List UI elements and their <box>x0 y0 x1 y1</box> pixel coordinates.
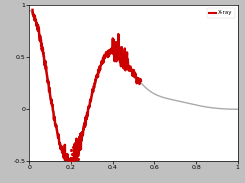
Point <box>72 147 76 150</box>
Point <box>74 162 78 165</box>
Point <box>119 46 123 49</box>
Point <box>115 52 119 55</box>
Point <box>66 157 70 160</box>
Point <box>74 152 78 155</box>
Point <box>120 58 124 61</box>
Point <box>69 165 73 168</box>
Point <box>70 157 74 160</box>
Point <box>67 160 71 163</box>
Point <box>116 47 120 50</box>
Point <box>74 142 77 145</box>
Point <box>119 55 123 58</box>
Point <box>116 49 120 52</box>
Point <box>76 146 80 149</box>
Point <box>66 167 70 169</box>
Point <box>70 152 74 155</box>
Point <box>76 157 80 160</box>
Point <box>115 43 119 46</box>
Point <box>121 57 125 60</box>
Point <box>68 167 72 170</box>
Point <box>69 163 73 166</box>
Point <box>116 54 120 57</box>
Point <box>116 55 120 58</box>
Point <box>71 160 75 163</box>
Point <box>67 164 71 167</box>
Point <box>74 154 78 157</box>
Point <box>123 51 127 54</box>
Point <box>120 54 124 57</box>
Point <box>114 56 118 59</box>
Point <box>71 145 75 148</box>
Point <box>69 164 73 167</box>
Point <box>69 148 73 151</box>
Legend: X-ray: X-ray <box>207 8 235 18</box>
Point <box>75 145 79 148</box>
Point <box>120 55 124 58</box>
Point <box>70 159 74 162</box>
Point <box>71 158 75 161</box>
Point <box>116 51 120 54</box>
Point <box>122 52 125 55</box>
Point <box>73 157 76 160</box>
Point <box>66 158 70 161</box>
Point <box>119 58 123 61</box>
Point <box>74 146 78 149</box>
Point <box>68 163 72 166</box>
Point <box>115 57 119 60</box>
Point <box>69 163 73 166</box>
Point <box>115 56 119 59</box>
Point <box>114 46 118 49</box>
Point <box>76 144 80 147</box>
Point <box>116 54 120 57</box>
Point <box>115 51 119 54</box>
Point <box>66 162 70 165</box>
Point <box>123 58 127 61</box>
Point <box>122 52 126 55</box>
Point <box>115 55 119 58</box>
Point <box>122 58 126 61</box>
Point <box>66 164 70 167</box>
Point <box>117 54 121 57</box>
Point <box>75 149 79 152</box>
Point <box>116 55 120 58</box>
Point <box>123 64 127 67</box>
Point <box>76 150 80 152</box>
Point <box>116 51 120 54</box>
Point <box>117 54 121 57</box>
Point <box>114 57 118 60</box>
Point <box>122 57 126 60</box>
Point <box>116 47 120 50</box>
Point <box>73 164 77 167</box>
Point <box>73 152 77 155</box>
Point <box>116 53 120 56</box>
Point <box>120 60 123 63</box>
Point <box>75 147 79 150</box>
Point <box>120 55 124 58</box>
Point <box>122 57 126 60</box>
Point <box>118 58 122 61</box>
Point <box>122 54 125 57</box>
Point <box>116 49 120 52</box>
Point <box>121 62 125 65</box>
Point <box>74 155 78 158</box>
Point <box>73 147 77 150</box>
Point <box>74 157 77 160</box>
Point <box>115 49 119 52</box>
Point <box>67 159 71 162</box>
Point <box>115 54 119 57</box>
Point <box>120 59 124 62</box>
